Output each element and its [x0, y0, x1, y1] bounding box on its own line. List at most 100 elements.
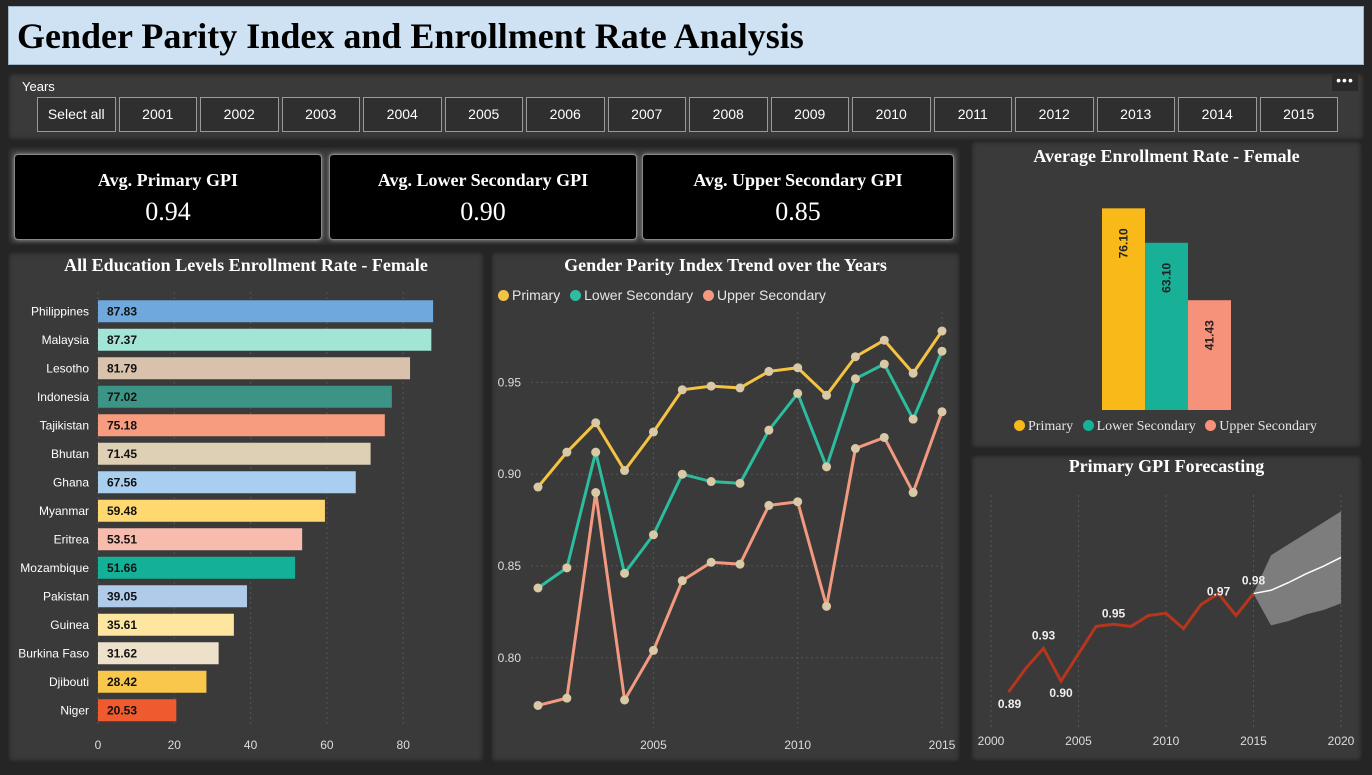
- legend-dot: [702, 290, 714, 301]
- data-point: [879, 359, 889, 369]
- category-label: Indonesia: [37, 390, 89, 404]
- legend-label: Primary: [512, 287, 561, 303]
- average-enrollment-legend: Primary Lower Secondary Upper Secondary: [1014, 419, 1323, 435]
- data-point: [764, 425, 774, 435]
- category-label: Philippines: [31, 304, 89, 318]
- x-tick-label: 80: [397, 738, 411, 752]
- category-label: Eritrea: [54, 532, 90, 546]
- category-label: Bhutan: [51, 447, 89, 461]
- data-point: [937, 407, 947, 417]
- year-button-2015[interactable]: 2015: [1259, 97, 1338, 132]
- year-button-2011[interactable]: 2011: [933, 97, 1012, 132]
- category-label: Burkina Faso: [18, 646, 89, 660]
- year-button-2006[interactable]: 2006: [526, 97, 605, 132]
- legend-item-lower-secondary[interactable]: Lower Secondary: [570, 287, 693, 303]
- enrollment-by-country-chart: 0 20 40 60 80 Philippines 87.83 Malaysia 87.37 Le…: [18, 292, 434, 752]
- dashboard-title: Gender Parity Index and Enrollment Rate …: [17, 16, 804, 56]
- data-point: [562, 563, 572, 573]
- x-tick-label: 2015: [1240, 734, 1267, 748]
- y-tick-label: 0.90: [498, 467, 522, 481]
- data-label: 0.97: [1207, 585, 1231, 599]
- x-tick-label: 2005: [1065, 734, 1092, 748]
- year-button-2003[interactable]: 2003: [281, 97, 360, 132]
- year-button-2008[interactable]: 2008: [689, 97, 768, 132]
- data-point: [793, 497, 803, 507]
- bar: [98, 670, 207, 693]
- data-point: [793, 363, 803, 373]
- select-all-button[interactable]: Select all: [37, 97, 116, 132]
- category-label: Myanmar: [39, 504, 89, 518]
- gpi-trend-panel: Gender Parity Index Trend over the Years…: [491, 252, 960, 762]
- data-point: [706, 477, 716, 487]
- year-button-2012[interactable]: 2012: [1015, 97, 1094, 132]
- year-button-2004[interactable]: 2004: [363, 97, 442, 132]
- data-point: [677, 385, 687, 395]
- y-tick-label: 0.85: [498, 559, 522, 573]
- more-options-icon[interactable]: •••: [1332, 73, 1358, 91]
- chart-title: All Education Levels Enrollment Rate - F…: [64, 255, 428, 275]
- bar: [98, 385, 392, 408]
- data-point: [533, 700, 543, 710]
- kpi-value: 0.85: [775, 197, 821, 226]
- year-button-2013[interactable]: 2013: [1096, 97, 1175, 132]
- legend-item-primary[interactable]: Primary: [1014, 419, 1073, 434]
- year-button-2010[interactable]: 2010: [852, 97, 931, 132]
- year-button-2009[interactable]: 2009: [770, 97, 849, 132]
- y-tick-label: 0.95: [498, 375, 522, 389]
- year-button-2007[interactable]: 2007: [607, 97, 686, 132]
- legend-label: Lower Secondary: [1096, 419, 1196, 434]
- data-point: [735, 383, 745, 393]
- data-point: [822, 462, 832, 472]
- legend-item-upper-secondary[interactable]: Upper Secondary: [702, 287, 826, 303]
- bar: [98, 556, 296, 579]
- bar: [1145, 242, 1188, 410]
- x-tick-label: 2010: [1153, 734, 1180, 748]
- legend-item-upper-secondary[interactable]: Upper Secondary: [1205, 419, 1317, 434]
- legend-label: Primary: [1028, 419, 1074, 434]
- y-tick-label: 0.80: [498, 651, 522, 665]
- category-label: Ghana: [53, 475, 89, 489]
- legend-label: Lower Secondary: [584, 287, 694, 303]
- confidence-band: [1253, 511, 1341, 626]
- year-button-2001[interactable]: 2001: [118, 97, 197, 132]
- category-label: Tajikistan: [40, 418, 89, 432]
- bar: [98, 499, 325, 522]
- enrollment-by-country-panel: All Education Levels Enrollment Rate - F…: [8, 252, 484, 762]
- year-button-2002[interactable]: 2002: [200, 97, 279, 132]
- data-point: [648, 427, 658, 437]
- data-label: 59.48: [107, 504, 137, 518]
- year-button-2005[interactable]: 2005: [444, 97, 523, 132]
- bar: [1102, 208, 1145, 410]
- data-point: [937, 326, 947, 336]
- data-point: [591, 488, 601, 498]
- data-point: [793, 388, 803, 398]
- legend-dot: [1205, 420, 1217, 431]
- kpi-value: 0.90: [460, 197, 506, 226]
- data-point: [822, 390, 832, 400]
- data-label: 20.53: [107, 703, 137, 717]
- category-label: Mozambique: [20, 561, 89, 575]
- bar: [98, 699, 177, 722]
- legend-item-lower-secondary[interactable]: Lower Secondary: [1082, 419, 1196, 434]
- chart-title: Gender Parity Index Trend over the Years: [564, 255, 887, 275]
- data-point: [677, 576, 687, 586]
- data-point: [591, 447, 601, 457]
- data-point: [562, 693, 572, 703]
- year-button-2014[interactable]: 2014: [1178, 97, 1257, 132]
- data-point: [706, 557, 716, 567]
- data-point: [620, 568, 630, 578]
- legend-item-primary[interactable]: Primary: [498, 287, 560, 303]
- legend-dot: [1082, 420, 1094, 431]
- gpi-trend-chart: 0.80 0.85 0.90 0.95 2005 2010 2015: [498, 312, 956, 752]
- primary-gpi-forecast-panel: Primary GPI Forecasting 2000 2005 2010 2015…: [971, 455, 1362, 761]
- data-label: 0.93: [1032, 628, 1056, 642]
- bar: [98, 613, 234, 636]
- x-tick-label: 2015: [929, 738, 956, 752]
- data-label: 41.43: [1203, 320, 1217, 350]
- category-label: Lesotho: [46, 361, 89, 375]
- data-label: 87.37: [107, 333, 137, 347]
- x-tick-label: 2005: [640, 738, 667, 752]
- bar: [98, 357, 411, 380]
- data-point: [850, 374, 860, 384]
- data-label: 81.79: [107, 361, 137, 375]
